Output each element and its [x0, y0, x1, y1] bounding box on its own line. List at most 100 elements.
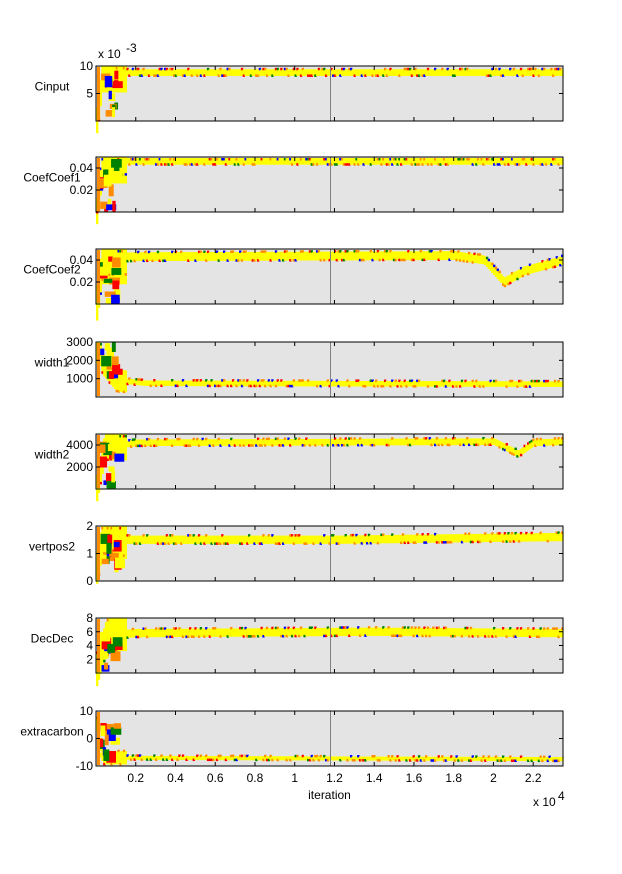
trace-segment	[221, 756, 224, 761]
trace-segment	[410, 438, 414, 446]
trace-segment	[348, 535, 351, 544]
trace-outlier	[246, 754, 249, 758]
trace-segment	[273, 380, 276, 387]
trace-segment	[342, 251, 346, 261]
trace-segment	[394, 381, 398, 387]
trace-segment	[178, 755, 181, 760]
y-axis-label: width2	[34, 447, 70, 461]
trace-segment	[527, 533, 530, 542]
trace-segment	[323, 535, 326, 544]
trace-segment	[137, 158, 140, 165]
trace-segment	[165, 69, 169, 76]
trace-segment	[369, 158, 373, 165]
trace-segment	[349, 438, 353, 446]
trace-segment	[453, 534, 457, 543]
trace-outlier	[357, 755, 360, 758]
trace-segment	[532, 757, 535, 762]
trace-segment	[459, 534, 462, 543]
trace-segment	[310, 535, 314, 544]
trace-outlier	[435, 541, 439, 544]
trace-segment	[196, 439, 199, 446]
y-tick-label: 0	[86, 574, 93, 588]
burn-in-mark	[112, 364, 121, 375]
trace-segment	[151, 158, 154, 165]
trace-outlier	[398, 158, 401, 161]
trace-outlier	[146, 158, 149, 161]
trace-segment	[314, 535, 317, 544]
trace-segment	[163, 755, 167, 760]
trace-outlier	[476, 253, 480, 256]
trace-outlier	[371, 258, 374, 262]
burn-in-mark	[108, 256, 113, 262]
trace-segment	[201, 380, 204, 387]
trace-segment	[142, 628, 145, 638]
trace-outlier	[258, 384, 262, 388]
trace-outlier	[510, 532, 514, 535]
trace-segment	[335, 438, 339, 446]
trace-segment	[441, 438, 444, 446]
trace-segment	[394, 756, 398, 761]
trace-outlier	[407, 541, 410, 544]
trace-outlier	[421, 258, 424, 262]
trace-segment	[525, 381, 528, 387]
trace-segment	[521, 69, 525, 76]
trace-segment	[367, 756, 371, 761]
trace-outlier	[303, 542, 306, 545]
trace-segment	[319, 380, 322, 387]
trace-segment	[296, 158, 299, 165]
trace-outlier	[131, 438, 135, 442]
trace-segment	[203, 158, 206, 165]
trace-segment	[258, 158, 262, 165]
trace-segment	[317, 380, 321, 387]
trace-outlier	[455, 385, 458, 388]
trace-segment	[396, 251, 399, 261]
trace-segment	[137, 379, 140, 386]
trace-segment	[133, 535, 136, 544]
trace-segment	[307, 380, 310, 387]
trace-outlier	[491, 532, 494, 535]
trace-segment	[135, 158, 138, 165]
trace-segment	[510, 158, 514, 165]
trace-segment	[212, 535, 215, 544]
trace-segment	[460, 69, 464, 76]
trace-segment	[423, 251, 426, 261]
trace-segment	[199, 69, 203, 76]
trace-outlier	[557, 437, 560, 440]
trace-segment	[507, 533, 510, 542]
trace-segment	[375, 438, 378, 446]
trace-segment	[267, 380, 271, 387]
trace-segment	[156, 535, 160, 544]
trace-outlier	[290, 534, 294, 537]
burn-in-mark	[111, 470, 116, 483]
trace-segment	[435, 534, 439, 543]
trace-segment	[401, 251, 405, 261]
trace-outlier	[376, 759, 380, 762]
trace-segment	[550, 533, 553, 542]
trace-outlier	[519, 379, 523, 383]
trace-outlier	[434, 759, 437, 762]
trace-outlier	[310, 163, 314, 166]
trace-outlier	[476, 158, 480, 161]
trace-segment	[147, 69, 151, 76]
trace-segment	[364, 627, 367, 636]
trace-segment	[128, 252, 131, 262]
trace-outlier	[468, 635, 471, 638]
trace-segment	[466, 534, 469, 543]
trace-segment	[167, 252, 170, 261]
trace-segment	[464, 628, 467, 637]
trace-outlier	[491, 262, 494, 266]
trace-segment	[244, 251, 247, 261]
trace-segment	[181, 69, 185, 76]
trace-outlier	[464, 67, 467, 71]
trace-segment	[360, 158, 364, 165]
trace-segment	[142, 755, 145, 760]
trace-segment	[115, 434, 119, 461]
trace-outlier	[174, 627, 178, 630]
trace-segment	[208, 252, 212, 261]
trace-segment	[183, 69, 187, 76]
trace-segment	[189, 69, 192, 76]
trace-outlier	[451, 250, 455, 253]
trace-outlier	[163, 163, 167, 166]
trace-segment	[451, 381, 455, 387]
trace-outlier	[124, 273, 128, 276]
